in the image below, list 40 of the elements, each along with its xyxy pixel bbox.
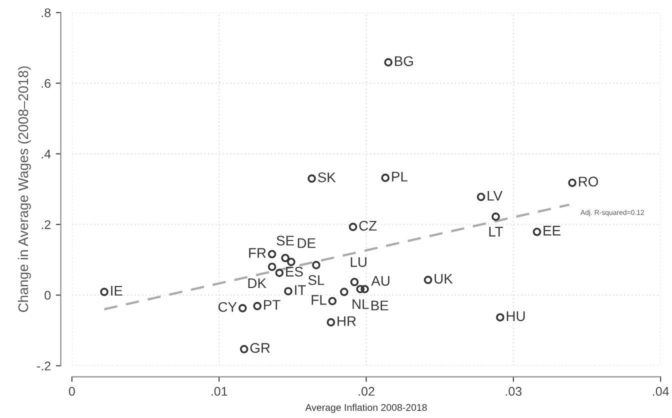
annotation: BE: [371, 300, 388, 310]
annotation: FR: [249, 248, 266, 258]
annotation: CZ: [359, 220, 377, 231]
annotation: GR: [250, 343, 270, 353]
annotation: SL: [308, 275, 324, 286]
annotation: AU: [371, 276, 390, 286]
y-tick-label: .2: [42, 220, 50, 229]
y-tick-label: .8: [42, 8, 51, 18]
annotation: UK: [434, 274, 453, 284]
annotation: SE: [276, 236, 294, 246]
annotation: IT: [295, 285, 306, 295]
annotation: HU: [506, 311, 525, 322]
annotation: FL: [312, 295, 326, 305]
x-tick-label: .02: [358, 386, 374, 396]
annotation: ES: [286, 266, 303, 277]
x-axis-title: Average Inflation 2008-2018: [305, 404, 427, 413]
y-tick-label: -.2: [37, 362, 50, 370]
y-tick-label: 0: [44, 290, 51, 300]
x-tick-label: .01: [212, 386, 228, 396]
annotation: SK: [318, 172, 336, 182]
annotation: PT: [264, 300, 280, 310]
annotation: LV: [488, 190, 502, 201]
annotation: HR: [338, 316, 356, 326]
annotation: NL: [352, 299, 369, 309]
y-axis-title: Change in Average Wages (2008–2018): [18, 66, 31, 312]
x-tick-label: .03: [506, 386, 522, 396]
y-tick-label: .6: [42, 78, 51, 88]
annotation: EE: [544, 226, 560, 236]
annotation: LU: [350, 257, 366, 267]
annotation: DE: [298, 238, 316, 248]
annotation: BG: [395, 56, 413, 66]
annotation: CY: [218, 302, 237, 312]
x-tick-label: .04: [653, 386, 669, 396]
annotation: PL: [392, 172, 408, 182]
annotation: IE: [111, 286, 122, 296]
x-tick-label: 0: [68, 386, 75, 396]
y-tick-label: .4: [42, 150, 51, 158]
annotation: RO: [578, 176, 598, 187]
annotation: LT: [489, 226, 504, 236]
annotation: DK: [248, 278, 266, 288]
